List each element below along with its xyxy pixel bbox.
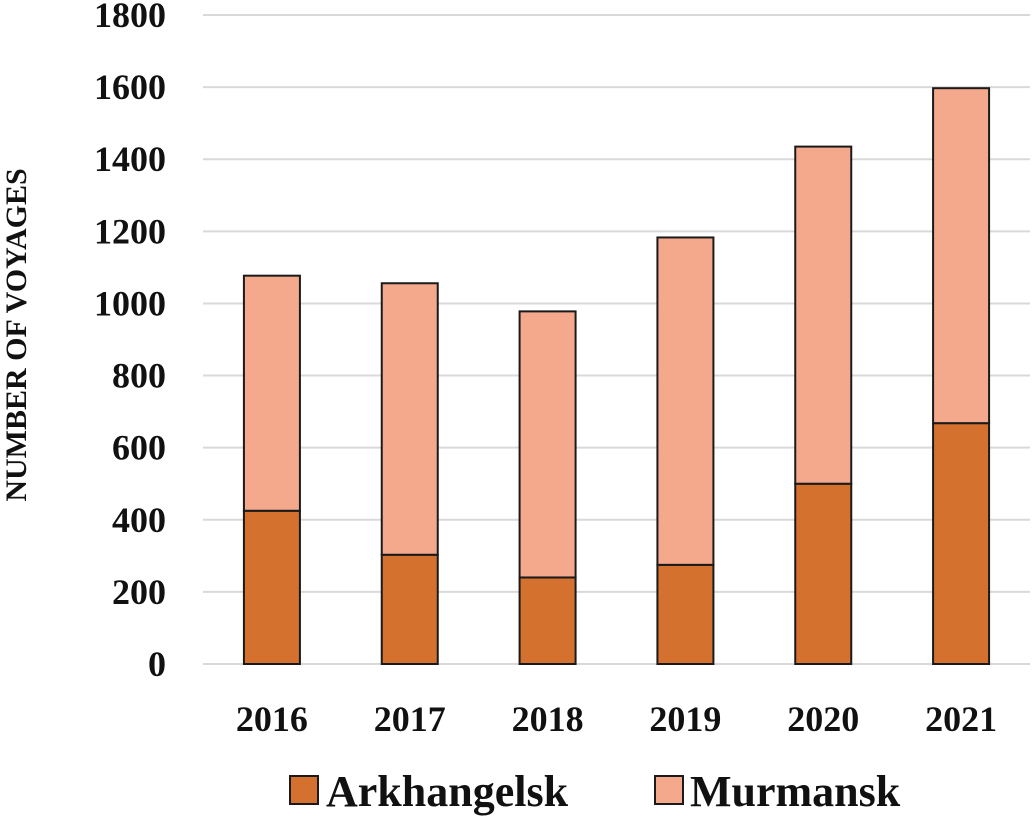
y-tick-label: 600 bbox=[112, 428, 166, 468]
bar-arkhangelsk-2016 bbox=[242, 509, 301, 665]
legend: Arkhangelsk Murmansk bbox=[289, 767, 901, 816]
y-tick-label: 800 bbox=[112, 356, 166, 396]
y-axis-label: NUMBER OF VOYAGES bbox=[0, 168, 33, 501]
gridlines bbox=[203, 14, 1030, 665]
x-tick-label: 2021 bbox=[925, 699, 997, 739]
bar-murmansk-2020 bbox=[794, 145, 853, 485]
x-axis-ticks: 2016 2017 2018 2019 2020 2021 bbox=[236, 699, 997, 739]
y-tick-label: 1000 bbox=[94, 283, 166, 323]
legend-swatch-murmansk bbox=[654, 775, 684, 805]
bar-arkhangelsk-2017 bbox=[380, 553, 439, 665]
y-tick-label: 400 bbox=[112, 500, 166, 540]
bar-murmansk-2016 bbox=[242, 274, 301, 512]
bar-murmansk-2019 bbox=[656, 236, 715, 566]
bar-murmansk-2021 bbox=[932, 87, 991, 425]
legend-label-murmansk: Murmansk bbox=[690, 767, 901, 816]
x-tick-label: 2019 bbox=[649, 699, 721, 739]
bar-murmansk-2018 bbox=[518, 310, 577, 579]
x-tick-label: 2020 bbox=[787, 699, 859, 739]
y-tick-label: 1600 bbox=[94, 67, 166, 107]
y-tick-label: 1200 bbox=[94, 211, 166, 251]
x-tick-label: 2016 bbox=[236, 699, 308, 739]
y-tick-label: 200 bbox=[112, 572, 166, 612]
y-tick-label: 1400 bbox=[94, 139, 166, 179]
y-tick-label: 0 bbox=[148, 644, 166, 684]
legend-swatch-arkhangelsk bbox=[289, 775, 319, 805]
bar-murmansk-2017 bbox=[380, 282, 439, 556]
y-tick-label: 1800 bbox=[94, 0, 166, 35]
y-axis-ticks: 0 200 400 600 800 1000 1200 1400 1600 1800 bbox=[94, 0, 166, 684]
bar-arkhangelsk-2020 bbox=[794, 482, 853, 665]
bars bbox=[242, 87, 991, 666]
legend-label-arkhangelsk: Arkhangelsk bbox=[326, 767, 569, 816]
bar-arkhangelsk-2018 bbox=[518, 576, 577, 666]
bar-arkhangelsk-2021 bbox=[932, 422, 991, 665]
x-tick-label: 2018 bbox=[512, 699, 584, 739]
x-tick-label: 2017 bbox=[374, 699, 446, 739]
bar-arkhangelsk-2019 bbox=[656, 563, 715, 666]
